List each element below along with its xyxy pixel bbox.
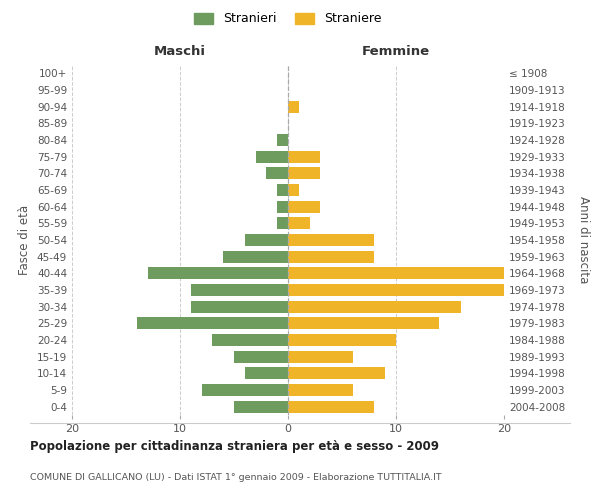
Bar (245, 368, 288, 380)
Bar (288, 334, 396, 346)
Bar (277, 200, 288, 212)
Bar (288, 284, 504, 296)
Bar (148, 268, 288, 280)
Bar (245, 234, 288, 246)
Bar (288, 200, 320, 212)
Legend: Stranieri, Straniere: Stranieri, Straniere (191, 8, 385, 29)
Bar (191, 284, 288, 296)
Text: Maschi: Maschi (154, 46, 206, 59)
Bar (234, 350, 288, 362)
Text: Popolazione per cittadinanza straniera per età e sesso - 2009: Popolazione per cittadinanza straniera p… (30, 440, 439, 453)
Bar (137, 318, 288, 330)
Bar (191, 300, 288, 312)
Y-axis label: Anni di nascita: Anni di nascita (577, 196, 590, 284)
Bar (277, 218, 288, 230)
Bar (212, 334, 288, 346)
Bar (202, 384, 288, 396)
Bar (288, 234, 374, 246)
Bar (288, 218, 310, 230)
Bar (234, 400, 288, 412)
Bar (288, 384, 353, 396)
Bar (288, 318, 439, 330)
Bar (288, 368, 385, 380)
Bar (288, 100, 299, 112)
Bar (277, 134, 288, 146)
Bar (288, 250, 374, 262)
Bar (288, 400, 374, 412)
Bar (288, 268, 504, 280)
Bar (288, 150, 320, 162)
Bar (288, 168, 320, 179)
Bar (288, 350, 353, 362)
Text: Femmine: Femmine (362, 46, 430, 59)
Bar (277, 184, 288, 196)
Bar (288, 184, 299, 196)
Y-axis label: Fasce di età: Fasce di età (19, 205, 31, 275)
Bar (256, 150, 288, 162)
Bar (266, 168, 288, 179)
Bar (288, 300, 461, 312)
Bar (223, 250, 288, 262)
Text: COMUNE DI GALLICANO (LU) - Dati ISTAT 1° gennaio 2009 - Elaborazione TUTTITALIA.: COMUNE DI GALLICANO (LU) - Dati ISTAT 1°… (30, 473, 442, 482)
